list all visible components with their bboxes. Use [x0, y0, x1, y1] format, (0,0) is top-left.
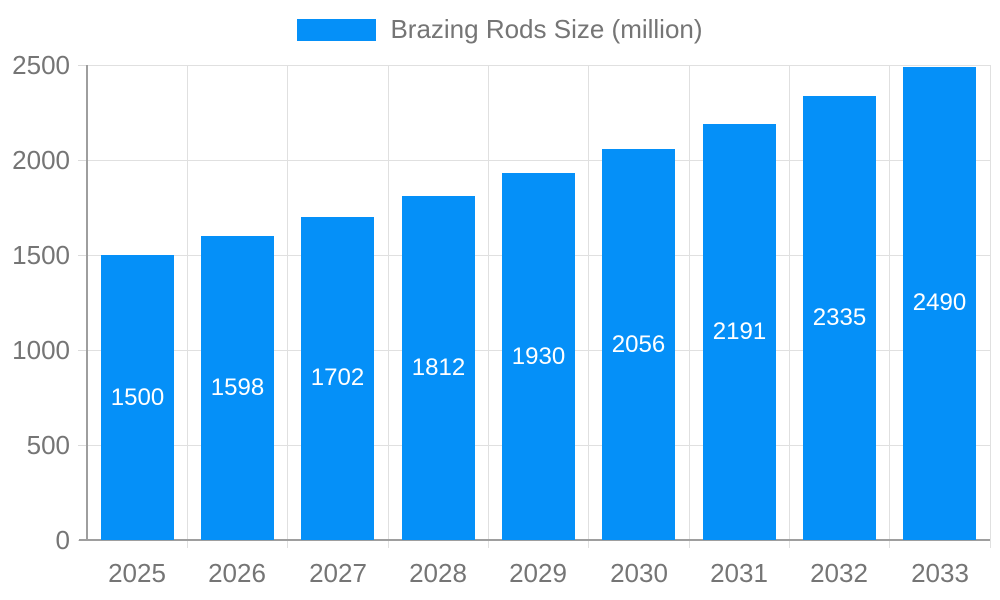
bar-value-label: 1702	[310, 364, 365, 391]
bar-value-label: 2490	[912, 289, 967, 316]
y-axis-tick-label: 2000	[12, 145, 70, 175]
x-axis-tick-label: 2031	[710, 558, 768, 588]
y-axis-tick-label: 0	[55, 525, 70, 555]
y-axis-line	[86, 65, 88, 540]
gridline-horizontal	[87, 159, 990, 161]
x-axis-tick-label: 2025	[108, 558, 166, 588]
gridline-vertical	[788, 65, 790, 548]
x-axis-tick-label: 2028	[409, 558, 467, 588]
bar-2026[interactable]	[201, 236, 274, 540]
y-axis-tick	[78, 349, 87, 351]
gridline-vertical	[688, 65, 690, 548]
y-axis-tick-label: 500	[26, 430, 70, 460]
y-axis-tick	[78, 254, 87, 256]
gridline-horizontal	[87, 64, 990, 66]
y-axis-tick-label: 1500	[12, 240, 70, 270]
x-axis-tick-label: 2033	[911, 558, 969, 588]
y-axis-tick-label: 1000	[12, 335, 70, 365]
y-axis-tick-label: 2500	[12, 50, 70, 80]
bar-value-label: 1812	[411, 354, 466, 381]
y-axis-tick	[78, 64, 87, 66]
x-axis-tick-label: 2029	[509, 558, 567, 588]
gridline-vertical	[889, 65, 891, 548]
x-axis-tick-label: 2030	[610, 558, 668, 588]
gridline-vertical	[588, 65, 590, 548]
gridline-vertical	[487, 65, 489, 548]
gridline-vertical	[287, 65, 289, 548]
bar-value-label: 1500	[110, 384, 165, 411]
bar-value-label: 1930	[511, 343, 566, 370]
bar-2031[interactable]	[703, 123, 776, 540]
bar-value-label: 2191	[712, 318, 767, 345]
bar-value-label: 1598	[210, 374, 265, 401]
bar-2025[interactable]	[101, 255, 174, 540]
x-axis-tick-label: 2032	[810, 558, 868, 588]
bar-value-label: 2056	[611, 331, 666, 358]
bar-2027[interactable]	[301, 216, 374, 540]
legend-swatch	[297, 18, 377, 41]
bar-2029[interactable]	[502, 173, 575, 540]
y-axis-tick	[78, 159, 87, 161]
x-axis-line	[79, 539, 990, 541]
gridline-vertical	[989, 65, 991, 548]
bar-2030[interactable]	[602, 149, 675, 540]
legend-label: Brazing Rods Size (million)	[390, 14, 703, 44]
x-axis-tick-label: 2026	[208, 558, 266, 588]
bar-2032[interactable]	[803, 96, 876, 540]
x-axis-tick-label: 2027	[309, 558, 367, 588]
gridline-vertical	[186, 65, 188, 548]
legend[interactable]: Brazing Rods Size (million)	[0, 14, 1000, 45]
y-axis-tick	[78, 444, 87, 446]
bar-2028[interactable]	[402, 195, 475, 540]
bar-value-label: 2335	[812, 304, 867, 331]
gridline-vertical	[387, 65, 389, 548]
bar-2033[interactable]	[903, 66, 976, 540]
